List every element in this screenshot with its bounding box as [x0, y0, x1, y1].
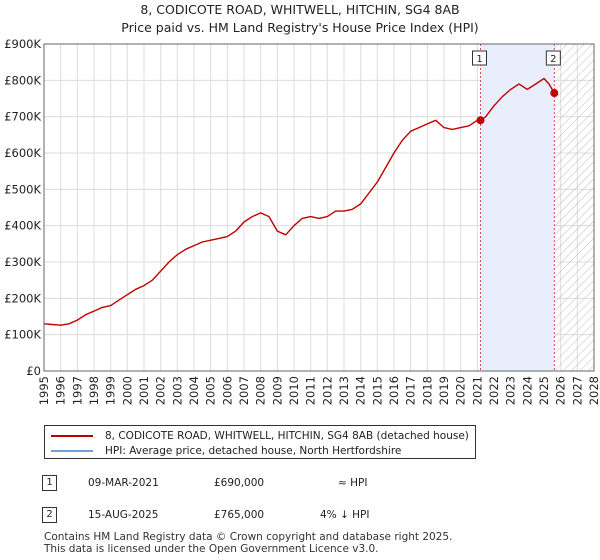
- x-tick-label: 2017: [404, 376, 418, 405]
- y-tick-label: £300K: [4, 255, 41, 269]
- x-tick-label: 2000: [120, 376, 134, 405]
- sale-badge: 1: [42, 475, 57, 491]
- sale-label-box: [472, 50, 487, 66]
- sale-label-box: [545, 50, 561, 66]
- plot-frame: [43, 43, 595, 372]
- y-tick-label: £700K: [4, 110, 41, 124]
- sale-point: [550, 89, 559, 98]
- footer-license: This data is licensed under the Open Gov…: [44, 543, 379, 555]
- y-tick-label: £400K: [4, 219, 41, 233]
- x-tick-label: 2003: [170, 376, 184, 405]
- sale-price: £765,000: [214, 509, 265, 521]
- y-tick-label: £200K: [4, 291, 41, 305]
- x-tick-label: 2024: [520, 376, 534, 405]
- y-tick-label: £900K: [4, 37, 41, 51]
- future-hatch: [554, 44, 594, 371]
- sale-badge: 2: [42, 507, 57, 523]
- x-tick-label: 2007: [237, 376, 251, 405]
- x-tick-label: 2021: [470, 376, 484, 405]
- x-tick-label: 2004: [187, 376, 201, 405]
- x-tick-label: 2014: [354, 376, 368, 405]
- x-tick-label: 2025: [537, 376, 551, 405]
- x-tick-label: 1997: [70, 376, 84, 405]
- x-tick-label: 1996: [54, 376, 68, 405]
- x-tick-label: 2019: [437, 376, 451, 405]
- sale-label-number: 2: [550, 54, 556, 65]
- chart-title: 8, CODICOTE ROAD, WHITWELL, HITCHIN, SG4…: [140, 2, 460, 17]
- x-tick-label: 1995: [37, 376, 51, 405]
- price-chart: 1 2 £0 £100K £200K £300K £400K £500K £600K £700K…: [4, 37, 600, 405]
- sale-price: £690,000: [214, 477, 265, 489]
- sale-date: 09-MAR-2021: [88, 477, 159, 489]
- y-tick-label: £100K: [4, 328, 41, 342]
- y-tick-label: £500K: [4, 182, 41, 196]
- x-tick-label: 2026: [554, 376, 568, 405]
- sale-point: [476, 116, 485, 125]
- y-tick-label: £600K: [4, 146, 41, 160]
- x-tick-label: 2002: [154, 376, 168, 405]
- x-tick-label: 2016: [387, 376, 401, 405]
- x-tick-label: 1998: [87, 376, 101, 405]
- x-tick-label: 2018: [420, 376, 434, 405]
- x-tick-label: 2028: [587, 376, 600, 405]
- legend-label-property: 8, CODICOTE ROAD, WHITWELL, HITCHIN, SG4…: [105, 430, 469, 442]
- x-tick-label: 2023: [504, 376, 518, 405]
- x-tick-label: 2020: [454, 376, 468, 405]
- x-tick-label: 2001: [137, 376, 151, 405]
- x-tick-label: 2012: [320, 376, 334, 405]
- legend-label-hpi: HPI: Average price, detached house, Nort…: [105, 445, 402, 457]
- x-tick-label: 2011: [304, 376, 318, 405]
- y-tick-label: £800K: [4, 73, 41, 87]
- x-tick-label: 2013: [337, 376, 351, 405]
- x-tick-label: 2006: [220, 376, 234, 405]
- x-tick-label: 2010: [287, 376, 301, 405]
- x-tick-label: 2009: [270, 376, 284, 405]
- x-tick-label: 1999: [104, 376, 118, 405]
- legend-swatch-property: [51, 435, 93, 437]
- x-tick-label: 2008: [254, 376, 268, 405]
- sale-date: 15-AUG-2025: [88, 509, 159, 521]
- sale-label-number: 1: [476, 54, 482, 65]
- ownership-shade: [480, 44, 555, 371]
- sale-hpi-compare: ≈ HPI: [338, 477, 368, 489]
- x-tick-label: 2015: [370, 376, 384, 405]
- y-tick-label: £0: [26, 364, 41, 378]
- x-tick-label: 2027: [570, 376, 584, 405]
- sale-hpi-compare: 4% ↓ HPI: [320, 509, 370, 521]
- x-tick-label: 2022: [487, 376, 501, 405]
- chart-legend: 8, CODICOTE ROAD, WHITWELL, HITCHIN, SG4…: [44, 425, 476, 459]
- legend-swatch-hpi: [51, 450, 93, 452]
- chart-subtitle: Price paid vs. HM Land Registry's House …: [121, 20, 479, 35]
- x-tick-label: 2005: [204, 376, 218, 405]
- footer-copyright: Contains HM Land Registry data © Crown c…: [44, 531, 453, 543]
